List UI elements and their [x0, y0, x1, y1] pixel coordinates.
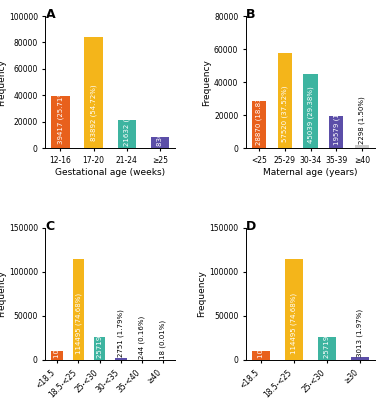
Text: 21632 (14.11%): 21632 (14.11%) — [124, 89, 130, 146]
Text: C: C — [45, 220, 55, 233]
Text: 10079 (6.57%): 10079 (6.57%) — [258, 306, 264, 358]
Bar — [94, 337, 105, 360]
Bar — [252, 100, 266, 148]
Text: 2298 (1.50%): 2298 (1.50%) — [359, 96, 365, 144]
Bar — [252, 351, 270, 360]
Bar — [151, 137, 169, 148]
Text: 3013 (1.97%): 3013 (1.97%) — [357, 308, 363, 357]
Text: 19579 (12.77%): 19579 (12.77%) — [333, 88, 340, 145]
Text: 39417 (25.71%): 39417 (25.71%) — [57, 88, 64, 144]
Bar — [318, 337, 336, 360]
Bar — [117, 120, 136, 148]
Text: 25719 (16.78%): 25719 (16.78%) — [324, 301, 330, 358]
Text: 2751 (1.79%): 2751 (1.79%) — [117, 309, 124, 357]
Y-axis label: Frequency: Frequency — [0, 270, 6, 317]
Bar — [72, 259, 84, 360]
Bar — [52, 96, 70, 148]
X-axis label: Maternal age (years): Maternal age (years) — [263, 168, 358, 177]
Y-axis label: Frequency: Frequency — [0, 59, 6, 106]
Text: 8365 (5.46%): 8365 (5.46%) — [157, 99, 163, 146]
Text: 45039 (29.38%): 45039 (29.38%) — [307, 86, 314, 143]
Bar — [285, 259, 303, 360]
Text: 114495 (74.68%): 114495 (74.68%) — [291, 292, 297, 354]
Bar — [52, 351, 63, 360]
Text: 18 (0.01%): 18 (0.01%) — [160, 320, 166, 359]
Bar — [351, 357, 369, 360]
Bar — [355, 144, 369, 148]
Text: 10079 (6.57%): 10079 (6.57%) — [54, 306, 60, 358]
Text: 25719 (16.78%): 25719 (16.78%) — [96, 301, 103, 358]
Text: 114495 (74.68%): 114495 (74.68%) — [75, 292, 81, 354]
Text: A: A — [45, 8, 55, 21]
Text: D: D — [246, 220, 256, 233]
Text: B: B — [246, 8, 255, 21]
X-axis label: Gestational age (weeks): Gestational age (weeks) — [55, 168, 165, 177]
Text: 244 (0.16%): 244 (0.16%) — [139, 316, 145, 359]
Bar — [277, 53, 292, 148]
Text: 28870 (18.83%): 28870 (18.83%) — [256, 88, 262, 144]
Bar — [329, 116, 343, 148]
Text: 57520 (37.52%): 57520 (37.52%) — [282, 86, 288, 142]
Y-axis label: Frequency: Frequency — [197, 270, 206, 317]
Y-axis label: Frequency: Frequency — [202, 59, 211, 106]
Bar — [304, 74, 318, 148]
Text: 83892 (54.72%): 83892 (54.72%) — [90, 85, 97, 142]
Bar — [85, 37, 103, 148]
Bar — [115, 358, 127, 360]
